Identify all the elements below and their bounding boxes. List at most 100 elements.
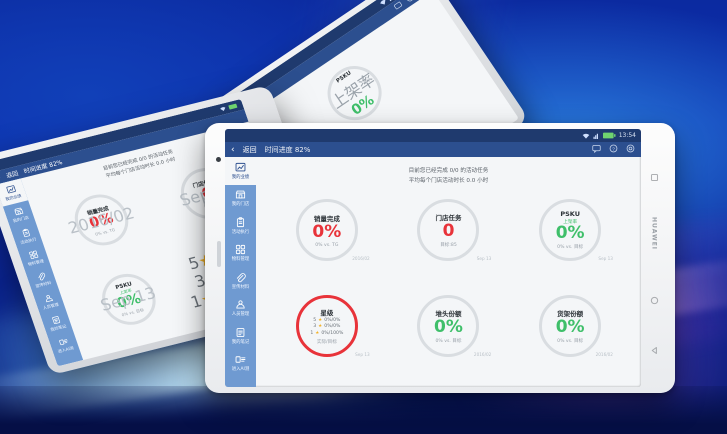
app-screen-main: 13:54 ‹ 返回 时间进度 82% ? 我的业绩 我的门店 活动执行 物料管理 宣传… [225, 129, 641, 387]
metric-ring[interactable]: 堆头份额 0% 0% vs. 目标 [417, 295, 480, 357]
signal-icon [593, 133, 598, 139]
sidebar-item-7[interactable]: 我的笔记 [225, 322, 256, 350]
recent-apps-icon[interactable] [650, 167, 659, 182]
sidebar-item-3[interactable]: 活动执行 [10, 222, 43, 250]
star-value: 0%/0% [324, 317, 341, 323]
gear-icon[interactable] [626, 144, 635, 155]
nav-bar: ‹ 返回 时间进度 82% ? [225, 142, 641, 157]
message-icon[interactable] [392, 0, 404, 13]
status-bar-left [0, 98, 245, 173]
sidebar-item-6[interactable]: 人员管理 [225, 295, 256, 323]
star-rating-row: 3★0%/0% [313, 324, 340, 331]
card-date-label: Sep 13 [476, 256, 492, 261]
card-date-label: 2016/02 [473, 352, 492, 357]
back-button-left[interactable]: ‹ [0, 174, 2, 181]
back-icon[interactable] [650, 340, 659, 354]
sidebar-item-label: 宣传材料 [231, 284, 250, 290]
sidebar-item-7[interactable]: 我的笔记 [40, 309, 73, 337]
home-icon[interactable] [650, 290, 659, 305]
sidebar-item-5[interactable]: 宣传材料 [25, 265, 58, 293]
help-icon[interactable]: ? [609, 144, 618, 155]
back-label-left[interactable]: 返回 [5, 170, 20, 180]
sidebar-item-1[interactable]: 我的业绩 [0, 178, 29, 207]
metric-ring[interactable]: PSKU 上架率 0% 0% vs. 目标 [539, 199, 602, 261]
app-screen-rear: 13:54 ‹ PSKU 上架率 0% [217, 0, 519, 256]
cards-grid: 销量完成 0% 0% vs. TG 2016/02 门店任务 0 目标:85 Sep 13 PS… [256, 189, 641, 387]
ring-subtext: 0% vs. 目标 [557, 245, 584, 250]
people-icon [235, 299, 246, 310]
ring-value: 0% [555, 223, 585, 243]
note-icon [50, 314, 62, 325]
clipboard-icon [235, 216, 246, 228]
star-count: 5 [313, 317, 317, 323]
star-icon: ★ [318, 324, 323, 330]
grid-icon [27, 249, 39, 260]
note-icon [235, 327, 246, 338]
sidebar-item-4[interactable]: 物料管理 [225, 240, 256, 268]
message-icon[interactable] [592, 144, 601, 155]
speaker-grill [216, 241, 221, 267]
ring-value: 0 [442, 221, 455, 241]
star-rating-row: 5★0%/0% [313, 318, 340, 325]
people-icon [42, 293, 54, 304]
sidebar-item-label: 我的门店 [231, 202, 250, 208]
sidebar-item-label: 物料管理 [231, 257, 250, 263]
battery-icon [602, 132, 616, 139]
app-body-left: 我的业绩 我的门店 活动执行 物料管理 宣传材料 人员管理 我的笔记 进入AI测 目前您已经完… [0, 122, 311, 367]
sidebar-item-2[interactable]: 我的门店 [3, 200, 36, 228]
ring-footer: 实际/目标 [316, 340, 337, 346]
ring-subtext: 目标:85 [440, 243, 457, 248]
bezel-right-main: HUAWEI [641, 129, 667, 387]
sidebar: 我的业绩我的门店活动执行物料管理宣传材料人员管理 我的笔记 进入AI测 [225, 157, 256, 387]
metric-ring-rear[interactable]: PSKU 上架率 0% [317, 55, 393, 131]
sidebar-item-8[interactable]: 进入AI测 [225, 350, 256, 378]
sidebar-item-3[interactable]: 活动执行 [225, 212, 256, 240]
ring-subtitle: 上架率 [563, 220, 578, 225]
ring-subtext: 0% vs. 目标 [435, 339, 462, 344]
sidebar-item-1[interactable]: 我的业绩 [225, 157, 256, 185]
star-icon: ★ [318, 317, 323, 323]
card-date-label: Sep 13 [355, 352, 370, 357]
star-value: 0%/100% [321, 330, 344, 336]
sidebar-item-6[interactable]: 人员管理 [33, 287, 66, 315]
sidebar-item-label: 活动执行 [231, 229, 250, 235]
sidebar-item-8[interactable]: 进入AI测 [48, 331, 81, 359]
ring-title: PSKU [560, 210, 580, 218]
metric-card[interactable]: 堆头份额 0% 0% vs. 目标 2016/02 [388, 285, 510, 367]
sidebar-item-4[interactable]: 物料管理 [18, 244, 51, 272]
metric-ring[interactable]: 货架份额 0% 0% vs. 目标 [539, 295, 602, 357]
sidebar-item-5[interactable]: 宣传材料 [225, 267, 256, 295]
ring-value: 0% [434, 317, 463, 337]
metric-card[interactable]: 销量完成 0% 0% vs. TG 2016/02 [266, 189, 388, 271]
metric-card[interactable]: 货架份额 0% 0% vs. 目标 2016/02 [509, 285, 631, 367]
back-chevron-icon[interactable]: ‹ [231, 144, 235, 155]
summary-line-1: 目前您已经完成 0/0 的活动任务 [408, 168, 489, 174]
store-icon [235, 189, 246, 200]
ring-title: 门店任务 [435, 214, 462, 222]
nav-title: 时间进度 82% [264, 145, 311, 154]
card-date-label: 2016/02 [595, 352, 613, 357]
help-icon[interactable] [404, 0, 416, 5]
metric-card[interactable]: PSKU 上架率 0% 0% vs. 目标 Sep 13 [64, 253, 193, 346]
metric-card[interactable]: PSKU 上架率 0% 0% vs. 目标 Sep 13 [509, 189, 631, 271]
ring-title: 货架份额 [557, 310, 584, 318]
status-bar-rear: 13:54 [217, 0, 426, 117]
back-button-label[interactable]: 返回 [242, 145, 257, 154]
wifi-icon [582, 133, 590, 139]
star-icon: ★ [315, 330, 320, 336]
card-date-label: Sep 13 [598, 256, 613, 261]
tablet-device-main: 13:54 ‹ 返回 时间进度 82% ? 我的业绩 我的门店 活动执行 物料管理 宣传… [205, 123, 675, 393]
grid-icon [235, 244, 246, 255]
metric-ring[interactable]: 销量完成 0% 0% vs. TG [295, 199, 358, 261]
ring-title: 堆头份额 [435, 310, 462, 318]
paperclip-icon [35, 271, 47, 282]
card-icon [235, 354, 246, 365]
ring-title: 销量完成 [313, 214, 340, 223]
wifi-icon [379, 0, 385, 5]
wifi-icon [220, 107, 226, 112]
sidebar-item-2[interactable]: 我的门店 [225, 185, 256, 213]
